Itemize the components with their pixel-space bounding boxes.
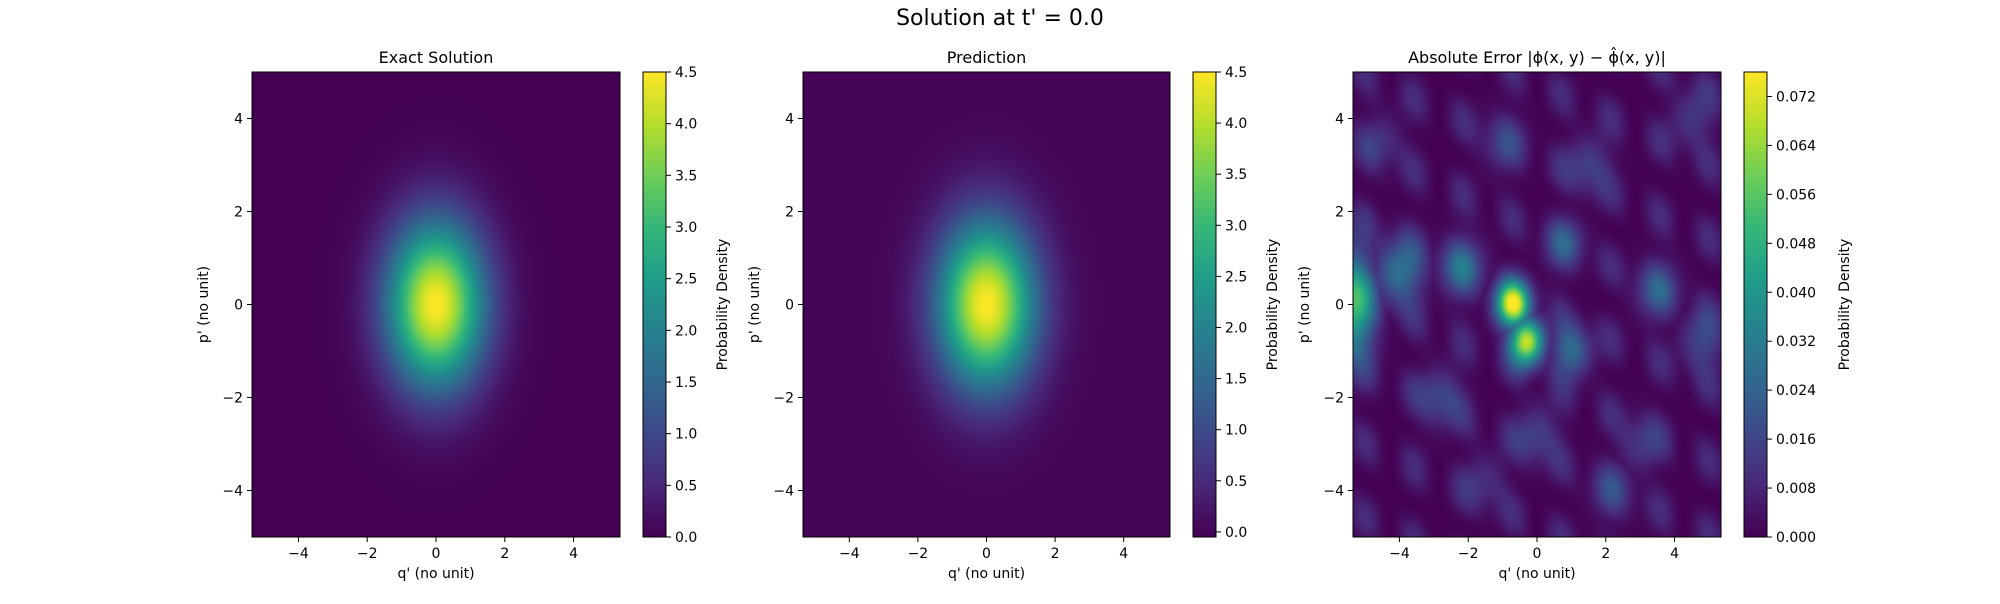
colorbar-tick-label: 0.024	[1776, 383, 1816, 399]
panel-2: Prediction −4 −2 0 2 4 −4 −2 0 2 4 q' (no unit) p' (…	[747, 48, 1281, 582]
y-axis-label: p' (no unit)	[747, 266, 763, 343]
colorbar-tick-label: 4.0	[1225, 116, 1247, 132]
heatmap-image	[803, 72, 1170, 537]
x-axis-label: q' (no unit)	[397, 566, 474, 582]
colorbar-label: Probability Density	[715, 239, 731, 371]
x-tick-label: 4	[1670, 546, 1679, 562]
plot-title: Exact Solution	[379, 48, 494, 67]
y-tick-label: −4	[773, 484, 794, 500]
x-tick-label: 2	[1601, 546, 1610, 562]
x-tick-label: 0	[982, 546, 991, 562]
x-tick-label: −4	[288, 546, 309, 562]
colorbar-tick-label: 1.0	[1225, 423, 1247, 439]
colorbar-tick-label: 1.0	[675, 427, 697, 443]
colorbar-tick-label: 0.032	[1776, 334, 1816, 350]
y-tick-label: 2	[785, 205, 794, 221]
colorbar-tick-label: 2.0	[1225, 320, 1247, 336]
figure-suptitle: Solution at t' = 0.0	[896, 6, 1104, 31]
y-tick-label: −4	[222, 484, 243, 500]
y-tick-label: −2	[1323, 391, 1344, 407]
y-tick-label: 0	[1335, 298, 1344, 314]
plot-title: Absolute Error |ϕ(x, y) − ϕ̂(x, y)|	[1408, 47, 1666, 67]
x-tick-label: −4	[839, 546, 860, 562]
colorbar-tick-label: 4.5	[675, 65, 697, 81]
colorbar-frame	[1192, 71, 1217, 538]
colorbar-gradient	[1744, 72, 1767, 537]
colorbar-tick-label: 0.000	[1776, 530, 1816, 546]
panel-1: Exact Solution −4 −2 0 2 4 −4 −2 0 2 4 q' (no unit)…	[196, 48, 731, 582]
colorbar-tick-label: 3.0	[675, 220, 697, 236]
x-tick-label: 0	[432, 546, 441, 562]
colorbar-tick-label: 3.5	[1225, 167, 1247, 183]
y-tick-label: 0	[785, 298, 794, 314]
y-axis-label: p' (no unit)	[196, 266, 212, 343]
panel-3: Absolute Error |ϕ(x, y) − ϕ̂(x, y)| −4 −2 0…	[1297, 47, 1853, 582]
colorbar-tick-label: 4.0	[675, 117, 697, 133]
x-tick-label: 4	[1119, 546, 1128, 562]
colorbar-tick-label: 0.040	[1776, 285, 1816, 301]
x-axis-label: q' (no unit)	[1498, 566, 1575, 582]
x-tick-label: −2	[908, 546, 929, 562]
colorbar-gradient	[643, 72, 666, 537]
colorbar-tick-label: 0.056	[1776, 187, 1816, 203]
heatmap-image	[252, 72, 620, 537]
x-tick-label: 2	[1051, 546, 1060, 562]
x-tick-label: 0	[1533, 546, 1542, 562]
colorbar-tick-label: 0.064	[1776, 138, 1816, 154]
colorbar-tick-label: 0.0	[675, 530, 697, 546]
y-tick-label: −2	[773, 391, 794, 407]
colorbar-tick-label: 2.0	[675, 323, 697, 339]
colorbar-tick-label: 1.5	[1225, 372, 1247, 388]
x-axis-label: q' (no unit)	[948, 566, 1025, 582]
x-tick-label: −4	[1389, 546, 1410, 562]
colorbar-tick-label: 1.5	[675, 375, 697, 391]
x-tick-label: 4	[569, 546, 578, 562]
y-tick-label: 4	[785, 112, 794, 128]
colorbar-frame	[1743, 71, 1768, 538]
colorbar-tick-label: 0.5	[1225, 474, 1247, 490]
colorbar-tick-label: 0.5	[675, 478, 697, 494]
y-tick-label: 4	[234, 112, 243, 128]
y-tick-label: −4	[1323, 484, 1344, 500]
colorbar-tick-label: 0.048	[1776, 236, 1816, 252]
colorbar-label: Probability Density	[1837, 239, 1853, 371]
y-tick-label: 2	[1335, 205, 1344, 221]
colorbar-tick-label: 0.0	[1225, 525, 1247, 541]
x-tick-label: 2	[500, 546, 509, 562]
colorbar-tick-label: 2.5	[675, 272, 697, 288]
x-tick-label: −2	[1458, 546, 1479, 562]
y-tick-label: −2	[222, 391, 243, 407]
colorbar-gradient	[1193, 72, 1216, 537]
x-tick-label: −2	[357, 546, 378, 562]
colorbar-tick-label: 0.016	[1776, 432, 1816, 448]
colorbar-frame	[642, 71, 667, 538]
plot-title: Prediction	[947, 48, 1026, 67]
y-tick-label: 2	[234, 205, 243, 221]
colorbar-tick-label: 2.5	[1225, 269, 1247, 285]
colorbar-tick-label: 0.072	[1776, 89, 1816, 105]
heatmap-image	[1353, 72, 1721, 537]
colorbar-label: Probability Density	[1265, 239, 1281, 371]
colorbar-tick-label: 0.008	[1776, 481, 1816, 497]
colorbar-tick-label: 3.5	[675, 168, 697, 184]
colorbar-tick-label: 4.5	[1225, 65, 1247, 81]
y-tick-label: 0	[234, 298, 243, 314]
y-tick-label: 4	[1335, 112, 1344, 128]
colorbar-tick-label: 3.0	[1225, 218, 1247, 234]
y-axis-label: p' (no unit)	[1297, 266, 1313, 343]
